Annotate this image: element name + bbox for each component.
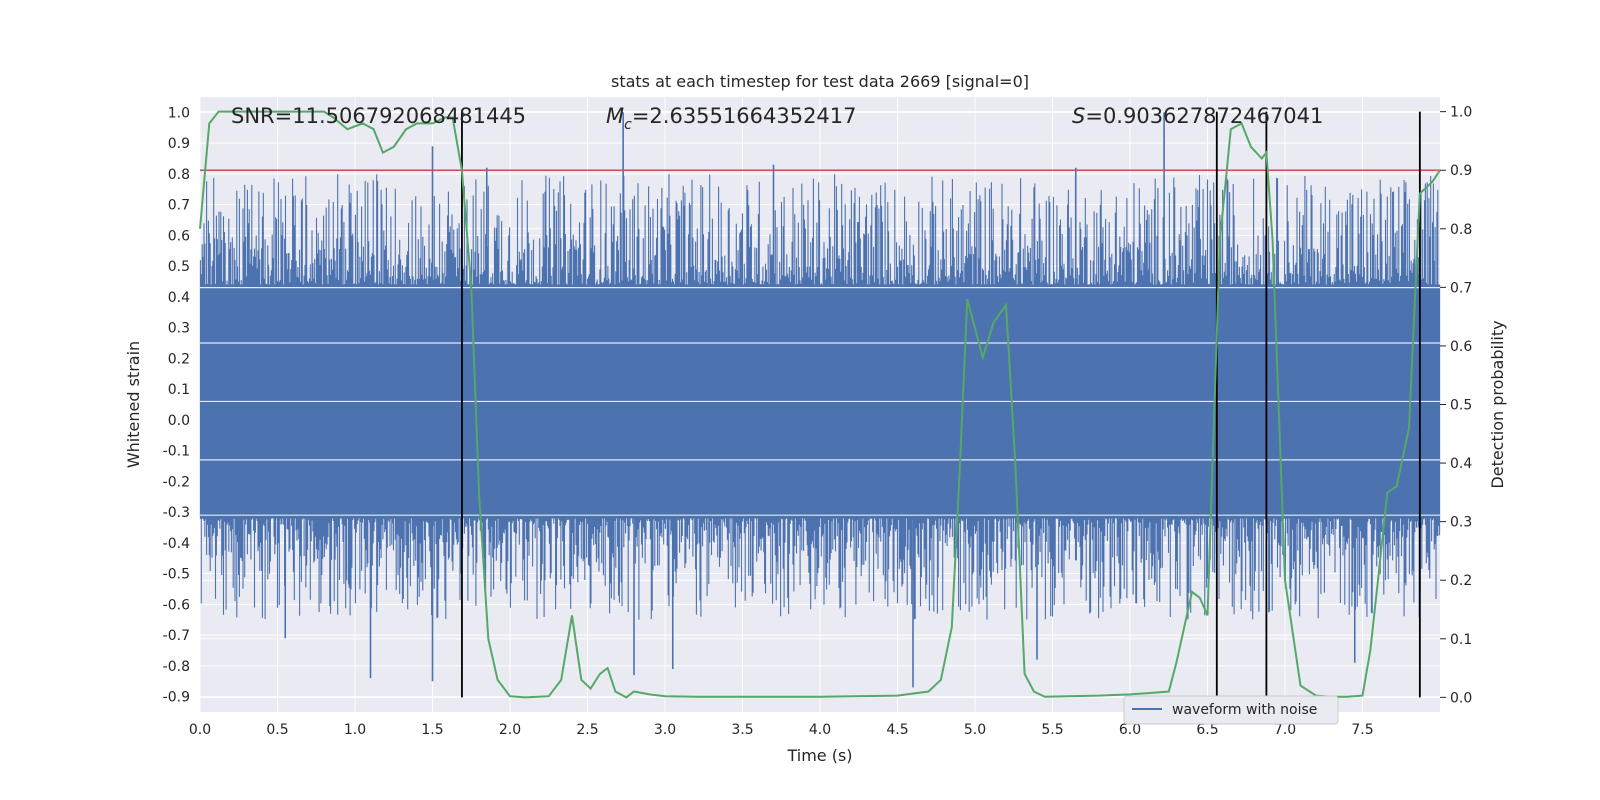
y2-axis-label: Detection probability bbox=[1488, 320, 1507, 488]
y2-tick-label: 0.8 bbox=[1450, 222, 1472, 238]
x-axis-label: Time (s) bbox=[786, 746, 852, 765]
s-symbol: S bbox=[1072, 104, 1085, 128]
y-tick-label: 0.4 bbox=[168, 290, 190, 306]
chart-title: stats at each timestep for test data 266… bbox=[611, 72, 1029, 91]
y-tick-label: 0.3 bbox=[168, 321, 190, 337]
x-tick-label: 6.5 bbox=[1196, 722, 1218, 738]
x-tick-label: 7.5 bbox=[1351, 722, 1373, 738]
y-axis-label: Whitened strain bbox=[124, 341, 143, 468]
x-tick-label: 3.0 bbox=[654, 722, 676, 738]
y2-tick-label: 0.2 bbox=[1450, 573, 1472, 589]
y-tick-label: -0.6 bbox=[163, 597, 190, 613]
s-annotation: S=0.903627872467041 bbox=[1072, 104, 1323, 128]
overlay-layer bbox=[199, 110, 1441, 699]
x-tick-label: 3.5 bbox=[731, 722, 753, 738]
y2-tick-label: 0.1 bbox=[1450, 632, 1472, 648]
y-tick-label: -0.9 bbox=[163, 690, 190, 706]
y-tick-label: -0.5 bbox=[163, 567, 190, 583]
y2-tick-label: 0.7 bbox=[1450, 280, 1472, 296]
y-tick-label: 0.5 bbox=[168, 259, 190, 275]
x-tick-label: 0.0 bbox=[189, 722, 211, 738]
y-tick-label: 0.7 bbox=[168, 198, 190, 214]
detection-probability-line bbox=[199, 110, 1441, 699]
y-tick-label: -0.1 bbox=[163, 444, 190, 460]
y-tick-label: -0.3 bbox=[163, 505, 190, 521]
y-tick-label: 0.6 bbox=[168, 228, 190, 244]
x-tick-label: 1.0 bbox=[344, 722, 366, 738]
y2-tick-label: 0.5 bbox=[1450, 398, 1472, 414]
x-tick-label: 2.5 bbox=[576, 722, 598, 738]
x-tick-label: 4.0 bbox=[809, 722, 831, 738]
y2-tick-label: 0.4 bbox=[1450, 456, 1472, 472]
x-tick-label: 4.5 bbox=[886, 722, 908, 738]
mc-subscript: c bbox=[624, 117, 632, 133]
y2-tick-label: 1.0 bbox=[1450, 105, 1472, 121]
y2-tick-label: 0.0 bbox=[1450, 690, 1472, 706]
snr-annotation: SNR=11.506792068481445 bbox=[231, 104, 526, 128]
waveform-series bbox=[199, 112, 1441, 688]
x-tick-label: 2.0 bbox=[499, 722, 521, 738]
y-tick-label: 0.9 bbox=[168, 136, 190, 152]
y-tick-label: 0.1 bbox=[168, 382, 190, 398]
y-tick-label: 0.8 bbox=[168, 167, 190, 183]
x-tick-label: 0.5 bbox=[266, 722, 288, 738]
mc-value: =2.63551664352417 bbox=[632, 104, 857, 128]
y-tick-label: -0.4 bbox=[163, 536, 190, 552]
x-tick-label: 6.0 bbox=[1119, 722, 1141, 738]
y-tick-label: 0.2 bbox=[168, 351, 190, 367]
y2-tick-label: 0.3 bbox=[1450, 515, 1472, 531]
y-tick-label: -0.2 bbox=[163, 474, 190, 490]
y-tick-label: -0.8 bbox=[163, 659, 190, 675]
legend-box bbox=[1123, 695, 1339, 725]
chirp-mass-annotation: Mc=2.63551664352417 bbox=[606, 104, 857, 133]
y-tick-label: 1.0 bbox=[168, 105, 190, 121]
y2-tick-label: 0.6 bbox=[1450, 339, 1472, 355]
mc-symbol: M bbox=[606, 104, 624, 128]
x-tick-label: 5.0 bbox=[964, 722, 986, 738]
x-tick-label: 7.0 bbox=[1274, 722, 1296, 738]
legend: waveform with noise bbox=[1123, 695, 1339, 725]
y2-tick-label: 0.9 bbox=[1450, 163, 1472, 179]
y-tick-label: -0.7 bbox=[163, 628, 190, 644]
legend-label: waveform with noise bbox=[1172, 702, 1317, 718]
y-tick-label: 0.0 bbox=[168, 413, 190, 429]
s-value: =0.903627872467041 bbox=[1085, 104, 1323, 128]
tick-labels: 0.0 0.5 1.0 1.5 2.0 2.5 3.0 3.5 4.0 4.5 5.0 5.5 6.0 6… bbox=[163, 105, 1473, 738]
x-tick-label: 1.5 bbox=[421, 722, 443, 738]
x-tick-label: 5.5 bbox=[1041, 722, 1063, 738]
